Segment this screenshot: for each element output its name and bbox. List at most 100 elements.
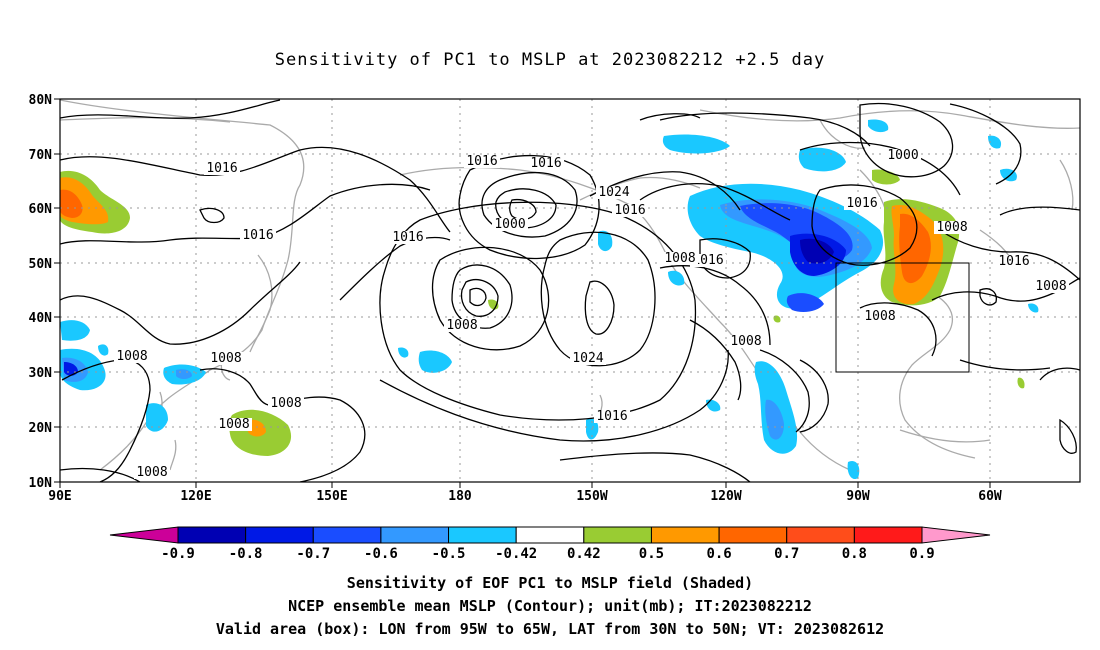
contour-label-bg	[492, 218, 528, 231]
lat-axis-labels: 80N 70N 60N 50N 40N 30N 20N 10N	[29, 93, 53, 491]
contour-label-bg	[934, 221, 970, 234]
shade-negative	[668, 270, 685, 286]
shade-negative	[800, 238, 834, 264]
colorbar-swatch	[650, 526, 720, 544]
colorbar-tick-label: 0.42	[567, 546, 601, 562]
lat-tick-label: 70N	[29, 148, 53, 163]
lon-tick-label: 60W	[978, 489, 1002, 504]
contour-label: 1008	[936, 220, 967, 235]
lat-tick-label: 30N	[29, 366, 53, 381]
colorbar-tick-label: -0.5	[432, 546, 466, 562]
colorbar-tick-label: -0.8	[229, 546, 263, 562]
lon-tick-label: 90E	[48, 489, 71, 504]
contour-label-bg	[885, 149, 921, 162]
colorbar-swatch	[515, 526, 585, 544]
colorbar-swatch	[245, 526, 314, 544]
caption-valid-area: Valid area (box): LON from 95W to 65W, L…	[215, 620, 885, 638]
colorbar-swatch	[718, 526, 788, 544]
contour-label-bg	[594, 410, 630, 423]
lat-tick-label: 20N	[29, 421, 53, 436]
colorbar-tick-label: 0.5	[639, 546, 664, 562]
contour-label: 1024	[572, 351, 603, 366]
colorbar-labels: -0.9 -0.8 -0.7 -0.6 -0.5 -0.42 0.42 0.5 0.6 0.7 0.…	[161, 546, 935, 562]
shade-negative	[765, 399, 784, 440]
colorbar-tick-label: 0.7	[774, 546, 799, 562]
contour-label: 1016	[614, 203, 645, 218]
lon-tick-label: 150W	[576, 489, 607, 504]
shade-negative	[60, 320, 90, 341]
contour-label-bg	[690, 254, 726, 267]
contour-label: 1016	[392, 230, 423, 245]
contour-label-bg	[114, 350, 150, 363]
colorbar-swatch	[380, 526, 450, 544]
lon-tick-label: 150E	[316, 489, 347, 504]
shaded-sensitivity	[60, 119, 1039, 480]
contour-label-bg	[208, 352, 244, 365]
contour-label: 1016	[242, 228, 273, 243]
colorbar	[109, 526, 991, 544]
lat-tick-label: 40N	[29, 311, 53, 326]
contour-label: 1016	[692, 253, 723, 268]
axis-ticks	[54, 98, 991, 488]
contour-label: 1008	[730, 334, 761, 349]
contour-label: 1016	[998, 254, 1029, 269]
shade-negative	[1028, 303, 1039, 313]
colorbar-swatch	[448, 526, 517, 544]
shade-positive	[872, 169, 900, 185]
lat-tick-label: 80N	[29, 93, 53, 108]
colorbar-swatch	[312, 526, 382, 544]
colorbar-swatch	[177, 526, 247, 544]
shade-negative	[398, 347, 409, 358]
contour-label: 1008	[210, 351, 241, 366]
contour-label-bg	[612, 204, 648, 217]
lon-tick-label: 120W	[710, 489, 741, 504]
colorbar-tick-label: -0.9	[161, 546, 195, 562]
contour-label-bg	[596, 186, 632, 199]
contour-label-bg	[862, 310, 898, 323]
contour-label: 1016	[530, 156, 561, 171]
shade-positive	[899, 213, 931, 284]
shade-negative	[988, 135, 1002, 149]
shade-positive	[248, 419, 266, 437]
valid-area-box	[835, 262, 970, 373]
contour-label: 1016	[846, 196, 877, 211]
contour-label: 1016	[206, 161, 237, 176]
contour-label-bg	[240, 229, 276, 242]
contour-label: 1008	[218, 417, 249, 432]
contour-label-bg	[204, 162, 240, 175]
shade-negative	[146, 403, 168, 432]
contour-label: 1024	[598, 185, 629, 200]
contour-label: 1008	[664, 251, 695, 266]
contour-label: 1016	[596, 409, 627, 424]
shade-negative	[786, 293, 824, 312]
lat-tick-label: 10N	[29, 476, 53, 491]
lon-tick-label: 90W	[846, 489, 870, 504]
shade-negative	[706, 399, 721, 412]
contour-label: 1008	[270, 396, 301, 411]
shade-negative	[798, 147, 846, 172]
shade-negative	[847, 460, 860, 480]
contour-label-bg	[728, 335, 764, 348]
colorbar-tick-label: -0.7	[296, 546, 330, 562]
shade-positive	[1017, 377, 1025, 389]
contour-label-bg	[844, 197, 880, 210]
contour-label: 1008	[116, 349, 147, 364]
contour-label: 1000	[494, 217, 525, 232]
caption-shading: Sensitivity of EOF PC1 to MSLP field (Sh…	[346, 574, 754, 592]
contour-label-bg	[464, 155, 500, 168]
lon-tick-label: 120E	[180, 489, 211, 504]
contour-label-bg	[996, 255, 1032, 268]
shade-negative	[418, 350, 452, 373]
contour-label: 1016	[466, 154, 497, 169]
contour-label-bg	[570, 352, 606, 365]
plot-frame	[59, 98, 1081, 483]
contour-label-bg	[216, 418, 252, 431]
contour-label-bg	[444, 319, 480, 332]
contour-label-bg	[390, 231, 426, 244]
shade-negative	[598, 230, 613, 252]
lat-tick-label: 60N	[29, 202, 53, 217]
contour-label-bg	[1033, 280, 1069, 293]
colorbar-min-arrow	[109, 526, 179, 544]
contour-label: 1008	[1035, 279, 1066, 294]
